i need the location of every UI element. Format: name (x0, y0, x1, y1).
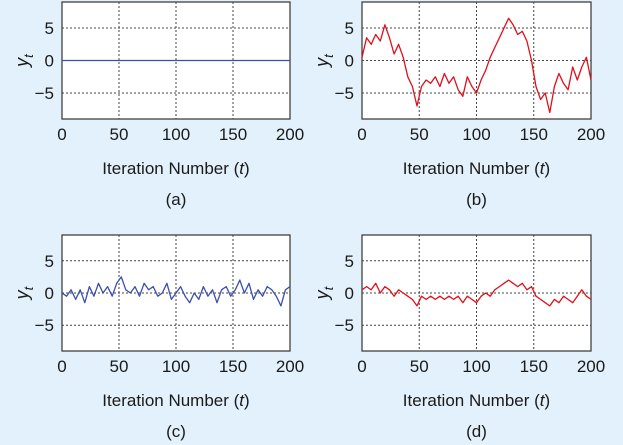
series-line (361, 279, 592, 307)
y-tick-label: −5 (35, 84, 54, 103)
y-tick-label: 0 (345, 52, 354, 71)
x-tick-label: 200 (577, 357, 605, 376)
x-tick-label: 150 (219, 357, 247, 376)
series-line (361, 17, 592, 114)
x-axis-label: Iteration Number (t) (403, 159, 550, 178)
x-tick-label: 50 (110, 125, 129, 144)
y-tick-label: 0 (45, 284, 54, 303)
series-line (61, 276, 291, 307)
y-tick-label: 0 (45, 52, 54, 71)
y-tick-label: 5 (345, 252, 354, 271)
x-tick-label: 100 (162, 125, 190, 144)
y-tick-label: −5 (335, 316, 354, 335)
x-tick-label: 200 (276, 357, 304, 376)
x-tick-label: 150 (520, 357, 548, 376)
x-tick-label: 200 (577, 125, 605, 144)
x-tick-label: 0 (57, 125, 66, 144)
y-axis-label: yt (312, 53, 336, 69)
y-tick-label: 0 (345, 284, 354, 303)
y-tick-label: 5 (345, 19, 354, 38)
panel-caption: (b) (466, 190, 487, 209)
x-tick-label: 100 (462, 357, 490, 376)
y-tick-label: 5 (45, 19, 54, 38)
x-axis-label: Iteration Number (t) (403, 391, 550, 410)
x-axis-label: Iteration Number (t) (102, 159, 249, 178)
y-axis-label: yt (12, 53, 36, 69)
panel-caption: (c) (166, 422, 186, 441)
x-tick-label: 50 (110, 357, 129, 376)
x-tick-label: 150 (219, 125, 247, 144)
x-tick-label: 50 (410, 357, 429, 376)
x-tick-label: 0 (357, 357, 366, 376)
y-axis-label: yt (312, 285, 336, 301)
x-tick-label: 150 (520, 125, 548, 144)
y-axis-label: yt (12, 285, 36, 301)
panel-caption: (a) (166, 190, 187, 209)
panel-caption: (d) (466, 422, 487, 441)
y-tick-label: −5 (335, 84, 354, 103)
x-tick-label: 0 (357, 125, 366, 144)
y-tick-label: −5 (35, 316, 54, 335)
x-tick-label: 100 (162, 357, 190, 376)
x-tick-label: 0 (57, 357, 66, 376)
x-axis-label: Iteration Number (t) (102, 391, 249, 410)
x-tick-label: 50 (410, 125, 429, 144)
x-tick-label: 200 (276, 125, 304, 144)
y-tick-label: 5 (45, 252, 54, 271)
x-tick-label: 100 (462, 125, 490, 144)
